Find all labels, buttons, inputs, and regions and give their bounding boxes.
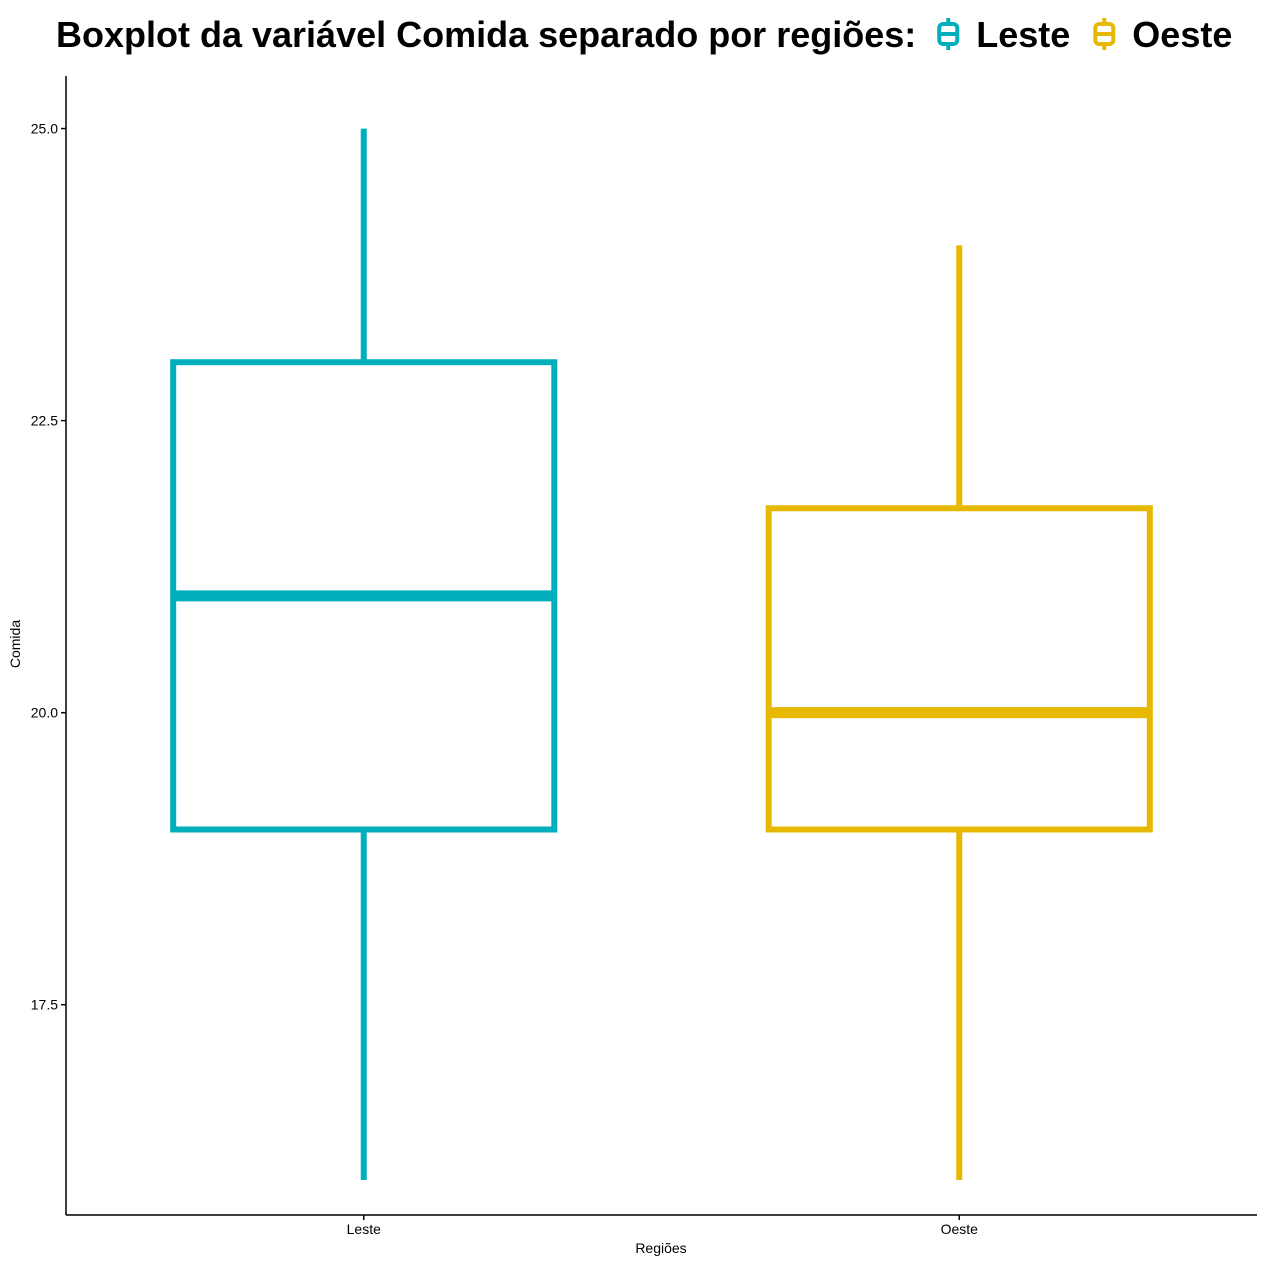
x-tick-label: Leste — [347, 1221, 381, 1237]
y-tick-label: 25.0 — [31, 121, 58, 137]
boxes — [170, 128, 1153, 1180]
y-tick-label: 22.5 — [31, 413, 58, 429]
y-axis-title: Comida — [7, 620, 23, 668]
x-tick-label: Oeste — [941, 1221, 979, 1237]
legend: Leste Oeste — [937, 14, 1232, 55]
y-axis: 17.5 20.0 22.5 25.0 — [31, 76, 67, 1215]
legend-label: Oeste — [1132, 14, 1232, 55]
chart-title: Boxplot da variável Comida separado por … — [56, 14, 916, 55]
y-tick-label: 20.0 — [31, 705, 58, 721]
legend-label: Leste — [976, 14, 1070, 55]
box-leste — [170, 128, 558, 1180]
y-tick-label: 17.5 — [31, 997, 58, 1013]
x-axis-title: Regiões — [635, 1240, 686, 1256]
box-oeste — [765, 245, 1153, 1180]
box-iqr — [765, 505, 1153, 833]
legend-item-oeste: Oeste — [1093, 14, 1232, 55]
legend-item-leste: Leste — [937, 14, 1070, 55]
x-axis: Leste Oeste — [66, 1214, 1257, 1237]
